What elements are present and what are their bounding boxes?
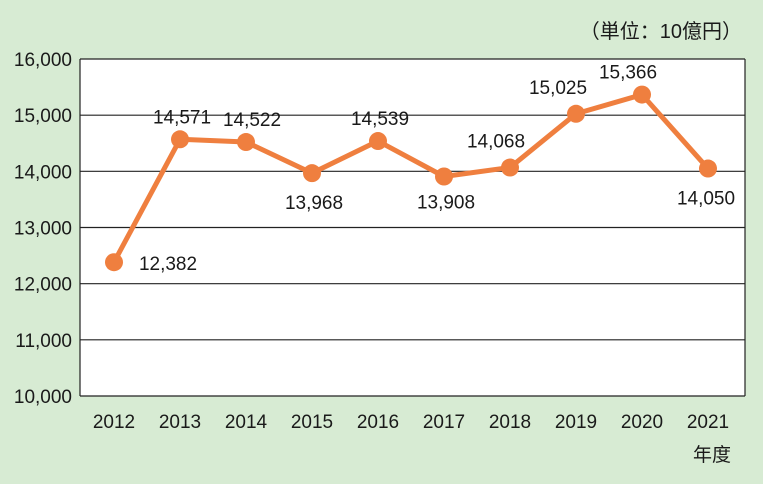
- y-tick-label: 10,000: [14, 387, 72, 408]
- series-group: [105, 85, 717, 272]
- x-tick-label: 2019: [555, 412, 597, 433]
- data-point: [237, 133, 255, 152]
- data-point: [369, 132, 387, 151]
- data-label: 14,068: [467, 132, 525, 153]
- data-point: [303, 164, 321, 183]
- data-label: 13,968: [285, 193, 343, 214]
- y-tick-label: 11,000: [15, 331, 72, 352]
- x-tick-label: 2016: [357, 412, 399, 433]
- x-tick-label: 2020: [621, 412, 663, 433]
- data-label: 15,366: [599, 63, 657, 84]
- y-tick-label: 13,000: [14, 219, 72, 240]
- data-label: 14,571: [153, 107, 211, 128]
- series-line: [111, 92, 711, 265]
- y-axis-ticks: 10,000 11,000 12,000 13,000 14,000 15,000 16,0…: [14, 50, 72, 408]
- x-tick-label: 2015: [291, 412, 333, 433]
- data-point: [435, 167, 453, 186]
- data-point: [105, 253, 123, 272]
- data-label: 14,050: [677, 189, 735, 210]
- data-label: 14,522: [223, 110, 281, 131]
- x-tick-label: 2014: [225, 412, 268, 433]
- x-tick-label: 2013: [159, 412, 201, 433]
- x-axis-ticks: 2012 2013 2014 2015 2016 2017 2018 2019 2020 2021: [93, 412, 729, 433]
- y-tick-label: 14,000: [14, 162, 72, 183]
- grid-lines: [79, 58, 746, 397]
- y-tick-label: 16,000: [14, 50, 72, 71]
- data-point: [633, 85, 651, 104]
- x-axis-title: 年度: [693, 444, 731, 466]
- x-tick-label: 2018: [489, 412, 531, 433]
- data-label: 12,382: [139, 254, 197, 275]
- data-point: [567, 104, 585, 123]
- x-tick-label: 2017: [423, 412, 465, 433]
- y-tick-label: 15,000: [14, 106, 72, 127]
- data-point: [501, 158, 519, 177]
- data-point: [699, 159, 717, 178]
- data-label: 14,539: [351, 109, 409, 130]
- unit-note: （単位：10億円）: [580, 20, 742, 43]
- data-point: [171, 130, 189, 149]
- data-label: 15,025: [529, 78, 587, 99]
- data-label: 13,908: [417, 193, 475, 214]
- x-tick-label: 2012: [93, 412, 135, 433]
- y-tick-label: 12,000: [14, 275, 72, 296]
- x-tick-label: 2021: [687, 412, 729, 433]
- data-labels: 12,382 14,571 14,522 13,968 14,539 13,908 14,0…: [139, 63, 735, 276]
